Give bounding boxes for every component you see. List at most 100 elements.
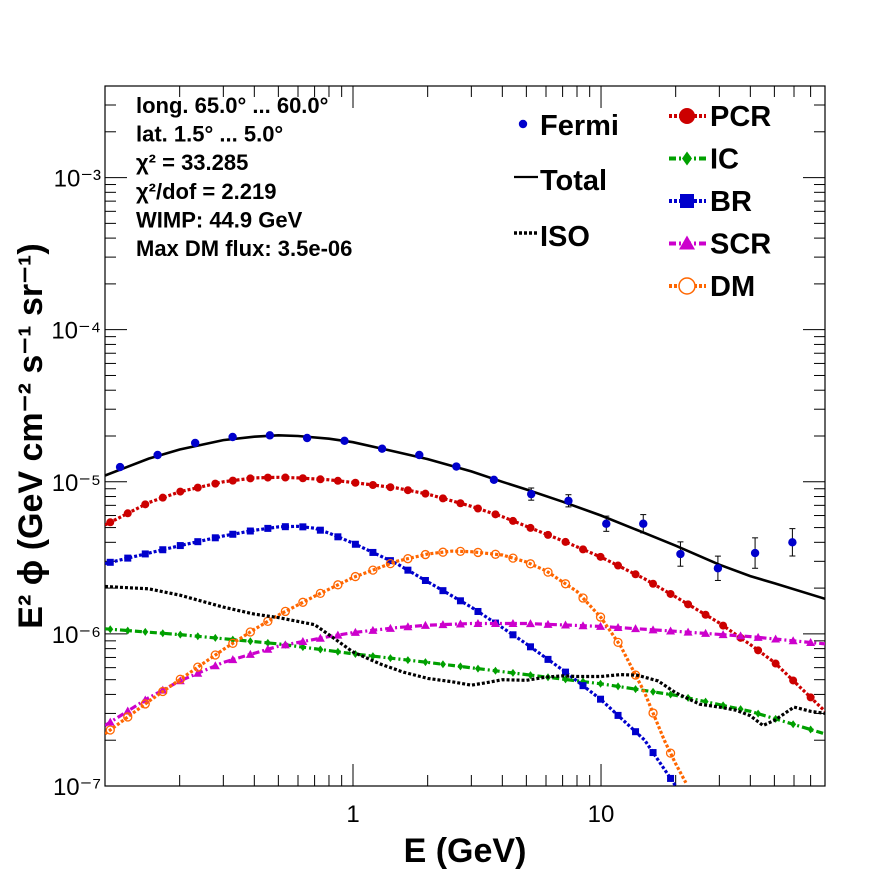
fermi-point bbox=[340, 436, 349, 445]
data-marker bbox=[422, 658, 429, 667]
data-marker bbox=[193, 662, 203, 672]
data-marker bbox=[212, 633, 219, 642]
fermi-point bbox=[377, 444, 387, 453]
data-marker bbox=[247, 637, 254, 646]
data-marker bbox=[754, 646, 763, 655]
data-marker bbox=[246, 527, 254, 535]
data-marker bbox=[403, 622, 413, 631]
fermi-point bbox=[190, 438, 200, 448]
y-tick-label: 10⁻⁴ bbox=[51, 318, 101, 345]
info-line: WIMP: 44.9 GeV bbox=[136, 207, 303, 232]
data-marker bbox=[719, 621, 728, 630]
data-marker bbox=[299, 523, 307, 531]
data-marker bbox=[508, 516, 517, 525]
data-marker bbox=[790, 720, 797, 729]
data-marker bbox=[315, 588, 326, 599]
data-marker bbox=[368, 625, 378, 634]
data-marker bbox=[385, 623, 395, 632]
legend-entry-ic: IC bbox=[669, 144, 739, 176]
legend: Fermi Total ISO PCR IC BR SCR DM bbox=[514, 101, 771, 303]
data-marker bbox=[386, 557, 394, 565]
data-marker bbox=[771, 634, 781, 643]
fermi-point bbox=[415, 450, 424, 460]
data-marker bbox=[351, 478, 360, 487]
data-marker bbox=[438, 547, 448, 557]
data-marker bbox=[176, 487, 185, 496]
data-marker bbox=[210, 650, 220, 660]
data-marker bbox=[105, 725, 115, 735]
data-marker bbox=[385, 558, 396, 569]
legend-swatch bbox=[518, 119, 528, 129]
data-marker bbox=[177, 630, 184, 639]
data-marker bbox=[456, 597, 464, 605]
legend-swatch-marker bbox=[678, 277, 696, 295]
data-marker bbox=[492, 666, 499, 675]
legend-label: Fermi bbox=[540, 110, 619, 142]
info-line: long. 65.0° ... 60.0° bbox=[136, 93, 328, 118]
data-marker bbox=[141, 550, 149, 558]
data-marker bbox=[211, 534, 219, 542]
data-marker bbox=[666, 589, 675, 598]
data-marker bbox=[124, 626, 131, 635]
data-marker bbox=[316, 475, 325, 484]
data-marker bbox=[667, 690, 674, 699]
legend-swatch-marker bbox=[679, 235, 695, 250]
data-marker bbox=[701, 628, 711, 637]
data-marker bbox=[175, 674, 185, 684]
data-marker bbox=[299, 643, 306, 652]
data-marker bbox=[334, 647, 341, 656]
data-marker bbox=[315, 633, 325, 642]
fermi-data-points bbox=[115, 431, 797, 581]
data-marker bbox=[141, 500, 150, 509]
data-marker bbox=[369, 652, 376, 661]
data-marker bbox=[456, 499, 465, 508]
data-marker bbox=[438, 494, 447, 503]
data-marker bbox=[595, 612, 606, 622]
data-marker bbox=[334, 533, 342, 541]
data-marker bbox=[333, 476, 342, 485]
series-markers-br bbox=[106, 523, 675, 782]
data-marker bbox=[298, 597, 308, 607]
data-marker bbox=[525, 619, 535, 628]
data-marker bbox=[264, 524, 272, 532]
legend-label: Total bbox=[540, 165, 607, 197]
fermi-point bbox=[788, 538, 797, 547]
data-marker bbox=[140, 699, 150, 709]
series-line-dm bbox=[105, 549, 688, 784]
data-marker bbox=[490, 619, 500, 628]
data-marker bbox=[280, 606, 291, 617]
y-tick-label: 10⁻⁷ bbox=[53, 774, 101, 801]
data-marker bbox=[753, 632, 763, 641]
fermi-point bbox=[602, 519, 611, 528]
legend-label: SCR bbox=[710, 229, 771, 261]
data-marker bbox=[509, 631, 517, 639]
data-marker bbox=[105, 717, 115, 726]
legend-swatch-marker bbox=[682, 151, 692, 166]
data-marker bbox=[632, 685, 639, 694]
data-marker bbox=[631, 624, 641, 633]
x-tick-label: 10 bbox=[588, 801, 615, 828]
data-marker bbox=[806, 693, 815, 702]
data-marker bbox=[650, 687, 657, 696]
info-line: Max DM flux: 3.5e-06 bbox=[136, 236, 352, 261]
data-marker bbox=[613, 623, 623, 632]
data-marker bbox=[632, 728, 640, 736]
data-marker bbox=[193, 483, 202, 492]
series-line-iso bbox=[105, 584, 825, 728]
legend-label: PCR bbox=[710, 101, 771, 133]
x-tick-label: 1 bbox=[346, 801, 359, 828]
fermi-point bbox=[713, 564, 723, 573]
data-marker bbox=[509, 668, 516, 677]
data-marker bbox=[455, 546, 466, 557]
series-markers-scr bbox=[105, 619, 816, 726]
data-marker bbox=[614, 561, 623, 570]
fermi-point bbox=[527, 489, 536, 499]
fermi-point bbox=[153, 450, 162, 460]
data-marker bbox=[263, 473, 272, 482]
data-marker bbox=[123, 509, 132, 518]
fermi-point bbox=[302, 433, 312, 443]
data-marker bbox=[508, 553, 518, 563]
fermi-point bbox=[228, 432, 237, 442]
data-marker bbox=[176, 542, 184, 550]
